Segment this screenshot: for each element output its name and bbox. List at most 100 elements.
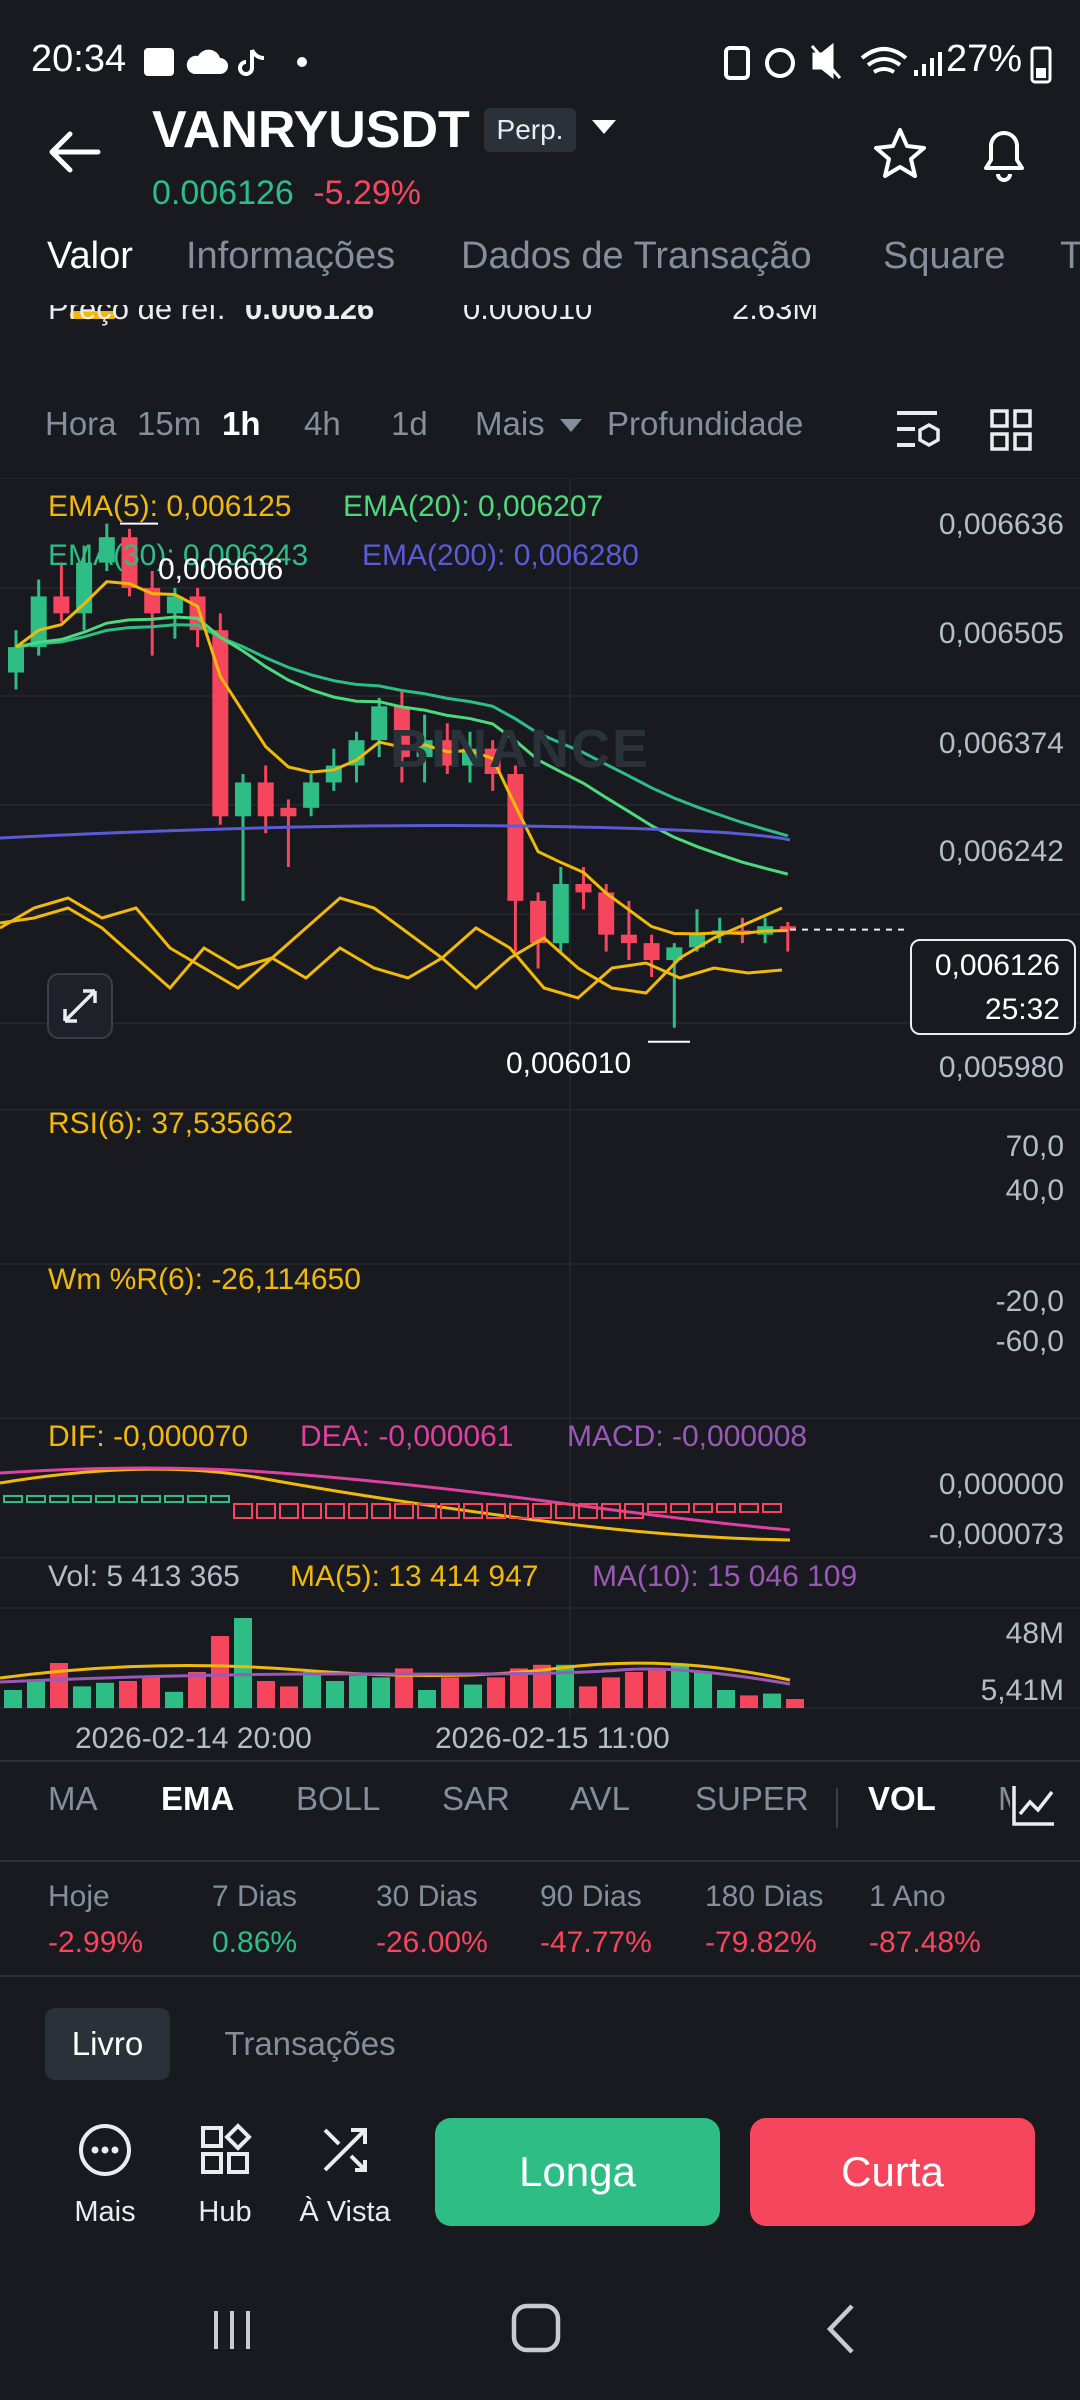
price-line: 0.006126 -5.29% <box>152 174 421 213</box>
perf-7d: 7 Dias 0.86% <box>212 1880 297 1960</box>
tab-square[interactable]: Square <box>883 235 1006 277</box>
macd-bar <box>210 1495 230 1503</box>
price-chart[interactable] <box>0 478 1080 1728</box>
recent-apps-icon[interactable] <box>208 2305 258 2355</box>
divider <box>0 1975 1080 1977</box>
tab-valor[interactable]: Valor <box>47 235 133 277</box>
volume-bar <box>349 1675 367 1708</box>
macd-bar <box>601 1503 621 1519</box>
status-bar: 20:34 27% <box>0 0 1080 120</box>
back-nav-icon[interactable] <box>822 2302 862 2356</box>
interval-15m[interactable]: 15m <box>137 405 202 442</box>
interval-mais[interactable]: Mais <box>475 405 545 442</box>
tab-dados-transacao[interactable]: Dados de Transação <box>461 235 812 277</box>
ind-tab-boll[interactable]: BOLL <box>296 1780 381 1817</box>
tab-more[interactable]: T <box>1060 235 1080 277</box>
back-arrow-icon[interactable] <box>48 130 102 174</box>
perf-today: Hoje -2.99% <box>48 1880 143 1960</box>
candle-countdown: 25:32 <box>984 993 1060 1026</box>
ema200-line <box>0 824 791 842</box>
legend-ma5: MA(5): 13 414 947 <box>290 1560 539 1593</box>
volume-bar <box>510 1668 528 1708</box>
time-label-2: 2026-02-15 11:00 <box>435 1722 670 1755</box>
ind-tab-avl[interactable]: AVL <box>570 1780 630 1817</box>
more-icon <box>79 2124 131 2176</box>
ind-tab-super[interactable]: SUPER <box>695 1780 809 1817</box>
candle-body <box>98 537 115 563</box>
volume-bar <box>257 1681 275 1708</box>
wifi-icon <box>860 47 908 74</box>
hub-action[interactable]: Hub <box>180 2120 270 2229</box>
long-button[interactable]: Longa <box>435 2118 720 2226</box>
symbol-title[interactable]: VANRYUSDT <box>152 101 470 159</box>
chart-settings-icon[interactable] <box>893 407 941 453</box>
volume-bar <box>395 1668 413 1708</box>
volume-bar <box>188 1672 206 1708</box>
status-time: 20:34 <box>31 38 127 80</box>
macd-bar <box>26 1495 46 1503</box>
ema30-line <box>15 623 789 838</box>
main-tabs: Valor Informações Dados de Transação Squ… <box>0 235 1080 305</box>
low-label: 0,006010 <box>506 1047 632 1080</box>
ind-tab-more[interactable]: M <box>998 1780 1010 1818</box>
candle-body <box>575 883 592 893</box>
indicator-settings-icon[interactable] <box>1010 1782 1058 1828</box>
candle-body <box>30 596 47 648</box>
symbol-dropdown-icon[interactable] <box>590 118 618 138</box>
current-price-box: 0,006126 25:32 <box>910 939 1076 1035</box>
rsi-tick-70: 70,0 <box>1005 1130 1064 1163</box>
legend-macd: MACD: -0,000008 <box>567 1420 808 1453</box>
more-action[interactable]: Mais <box>60 2120 150 2229</box>
candle-body <box>303 782 320 808</box>
interval-1h[interactable]: 1h <box>222 405 261 442</box>
battery-percent: 27% <box>945 38 1022 80</box>
perf-label: 7 Dias <box>212 1880 298 1913</box>
fullscreen-button[interactable] <box>47 973 113 1039</box>
price-tick-3: 0,006374 <box>938 727 1064 760</box>
interval-4h[interactable]: 4h <box>304 405 341 442</box>
mais-dropdown-icon[interactable] <box>560 419 582 433</box>
expand-icon <box>63 989 97 1023</box>
star-icon[interactable] <box>872 126 928 182</box>
bell-icon[interactable] <box>976 124 1032 184</box>
legend-ema200: EMA(200): 0,006280 <box>362 539 639 572</box>
interval-profundidade[interactable]: Profundidade <box>607 405 804 442</box>
macd-bar <box>555 1503 575 1519</box>
volume-bar <box>119 1681 137 1708</box>
status-left-icons <box>144 48 307 76</box>
grid-layout-icon[interactable] <box>988 407 1034 453</box>
ind-tab-vol[interactable]: VOL <box>868 1780 936 1817</box>
perf-label: 90 Dias <box>540 1880 642 1913</box>
volume-bar <box>165 1691 183 1708</box>
macd-bar <box>325 1503 345 1519</box>
tab-informacoes[interactable]: Informações <box>186 235 396 277</box>
volume-bar <box>303 1672 321 1708</box>
battery-saver-icon <box>724 46 750 80</box>
spot-action[interactable]: À Vista <box>295 2120 395 2229</box>
ind-tab-ema[interactable]: EMA <box>161 1780 235 1817</box>
vol-tick-541m: 5,41M <box>980 1674 1064 1707</box>
candle-body <box>257 782 274 817</box>
legend-dea: DEA: -0,000061 <box>300 1420 514 1453</box>
home-icon[interactable] <box>510 2302 562 2354</box>
macd-bar <box>716 1503 736 1513</box>
ind-separator <box>836 1788 838 1828</box>
volume-bar <box>211 1636 229 1708</box>
interval-hora[interactable]: Hora <box>45 405 117 442</box>
macd-bar <box>624 1503 644 1519</box>
macd-bar <box>739 1503 759 1513</box>
rsi-tick-40: 40,0 <box>1005 1174 1064 1207</box>
short-button[interactable]: Curta <box>750 2118 1035 2226</box>
interval-1d[interactable]: 1d <box>391 405 428 442</box>
tab-livro[interactable]: Livro <box>45 2008 170 2080</box>
volume-bar <box>234 1618 252 1708</box>
cloud-icon <box>186 49 228 74</box>
alarm-icon <box>765 48 795 78</box>
macd-bar <box>233 1503 253 1519</box>
volume-bar <box>717 1690 735 1708</box>
ema5-line <box>15 580 788 936</box>
tab-transacoes[interactable]: Transações <box>224 2025 396 2062</box>
ind-tab-ma[interactable]: MA <box>48 1780 98 1817</box>
macd-bar <box>371 1503 391 1519</box>
ind-tab-sar[interactable]: SAR <box>442 1780 510 1817</box>
